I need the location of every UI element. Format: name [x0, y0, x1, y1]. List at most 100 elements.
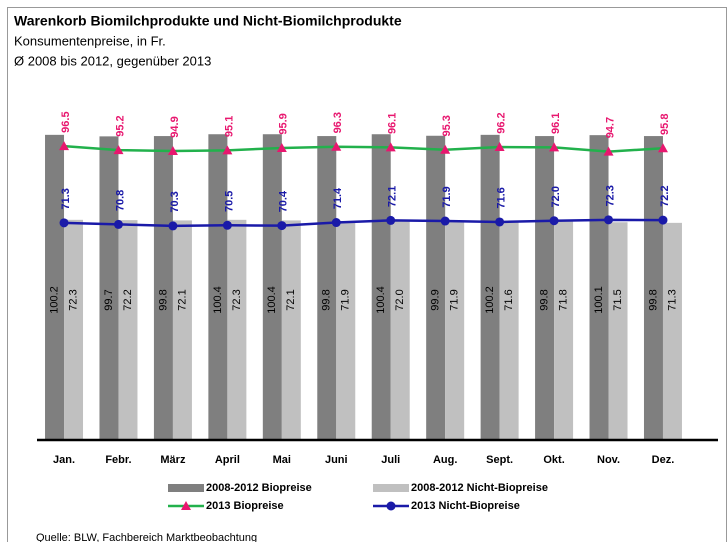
line-marker [113, 145, 124, 155]
line-value-label: 96.3 [332, 112, 344, 133]
bar [208, 134, 228, 440]
line-marker [494, 142, 505, 152]
legend-marker [181, 501, 191, 510]
line-value-label: 95.9 [278, 113, 290, 134]
bar-value-label: 99.7 [103, 289, 115, 310]
bar [99, 136, 119, 441]
line [63, 144, 664, 153]
bar [426, 135, 446, 440]
bar-value-label: 72.2 [122, 289, 134, 310]
x-tick-label: Febr. [105, 454, 131, 466]
bar-value-label: 100.4 [375, 286, 387, 314]
bar-value-label: 99.8 [647, 289, 659, 310]
line-marker [657, 143, 668, 153]
bar [118, 220, 138, 440]
chart-subtitle: Konsumentenpreise, in Fr. [14, 33, 166, 48]
bar-value-label: 100.4 [212, 286, 224, 314]
line-marker [168, 221, 178, 231]
line-marker [113, 219, 123, 229]
line-value-label: 71.9 [441, 186, 453, 207]
line-value-label: 72.3 [604, 185, 616, 206]
bar [499, 221, 519, 440]
line-marker [59, 218, 69, 228]
line-value-label: 95.8 [659, 114, 671, 135]
x-tick-label: April [215, 454, 240, 466]
x-tick-label: Sept. [486, 454, 513, 466]
legend-label: 2008-2012 Biopreise [206, 482, 312, 494]
bar [64, 219, 84, 440]
line-marker [495, 217, 505, 227]
x-tick-label: Mai [273, 454, 291, 466]
line-value-label: 72.1 [387, 186, 399, 207]
source-note: Quelle: BLW, Fachbereich Marktbeobachtun… [36, 532, 257, 542]
bar [371, 134, 391, 440]
legend-swatch [373, 484, 409, 492]
line-value-label: 71.3 [60, 188, 72, 209]
bar-value-label: 71.5 [612, 289, 624, 310]
line-value-label: 96.5 [60, 111, 72, 132]
bar-value-label: 71.3 [666, 289, 678, 310]
bar-value-label: 72.0 [394, 289, 406, 310]
x-tick-label: Nov. [597, 454, 620, 466]
line-marker [549, 142, 560, 152]
x-tick-label: Jan. [53, 454, 75, 466]
bar [281, 220, 301, 440]
bar-value-label: 100.1 [593, 286, 605, 314]
bar [317, 136, 337, 440]
line-value-label: 70.4 [278, 190, 290, 212]
bar-value-label: 100.4 [266, 286, 278, 314]
x-tick-label: Dez. [652, 454, 675, 466]
x-tick-label: Aug. [433, 454, 457, 466]
line-marker [59, 141, 70, 151]
line-marker [222, 220, 232, 230]
bar [336, 221, 356, 440]
line-marker [385, 142, 396, 152]
line-value-label: 95.3 [441, 115, 453, 136]
bar-value-label: 99.8 [538, 289, 550, 310]
x-tick-label: Juni [325, 454, 348, 466]
bar [153, 136, 173, 440]
line-value-label: 71.6 [496, 187, 508, 208]
line-value-label: 72.0 [550, 186, 562, 207]
line-marker [603, 146, 614, 156]
line-value-label: 94.7 [604, 117, 616, 138]
bar [662, 222, 682, 440]
chart-title: Warenkorb Biomilchprodukte und Nicht-Bio… [14, 13, 402, 29]
bar [262, 134, 282, 440]
line-marker [440, 144, 451, 154]
line-marker [549, 216, 559, 226]
bar [608, 222, 628, 440]
bar [172, 220, 192, 440]
bar-value-label: 100.2 [48, 286, 60, 314]
line [63, 218, 663, 228]
bar-value-label: 71.9 [449, 289, 461, 310]
legend-label: 2008-2012 Nicht-Biopreise [411, 482, 548, 494]
line-marker [331, 141, 342, 151]
line-value-label: 70.5 [223, 191, 235, 212]
x-tick-label: Juli [381, 454, 400, 466]
legend-label: 2013 Nicht-Biopreise [411, 500, 520, 512]
bar-value-label: 72.3 [67, 289, 79, 310]
line-marker [276, 142, 287, 152]
legend-marker [386, 501, 396, 511]
bar-value-label: 71.6 [503, 289, 515, 310]
line-value-label: 94.9 [169, 116, 181, 137]
bar-value-label: 72.1 [285, 289, 297, 310]
bar [45, 134, 65, 440]
line-marker [658, 215, 668, 225]
bar [227, 219, 247, 440]
line-value-label: 96.1 [387, 113, 399, 134]
legend-swatch [168, 484, 204, 492]
line-marker [277, 221, 287, 231]
line-marker [331, 218, 341, 228]
bar-value-label: 99.9 [430, 289, 442, 310]
line-value-label: 72.2 [659, 185, 671, 206]
line-marker [167, 145, 178, 155]
line-marker [222, 145, 233, 155]
bar [554, 221, 574, 440]
x-tick-label: Okt. [543, 454, 564, 466]
bar [390, 220, 410, 440]
bar [643, 136, 663, 440]
line-value-label: 95.1 [223, 116, 235, 137]
bar [480, 134, 500, 440]
